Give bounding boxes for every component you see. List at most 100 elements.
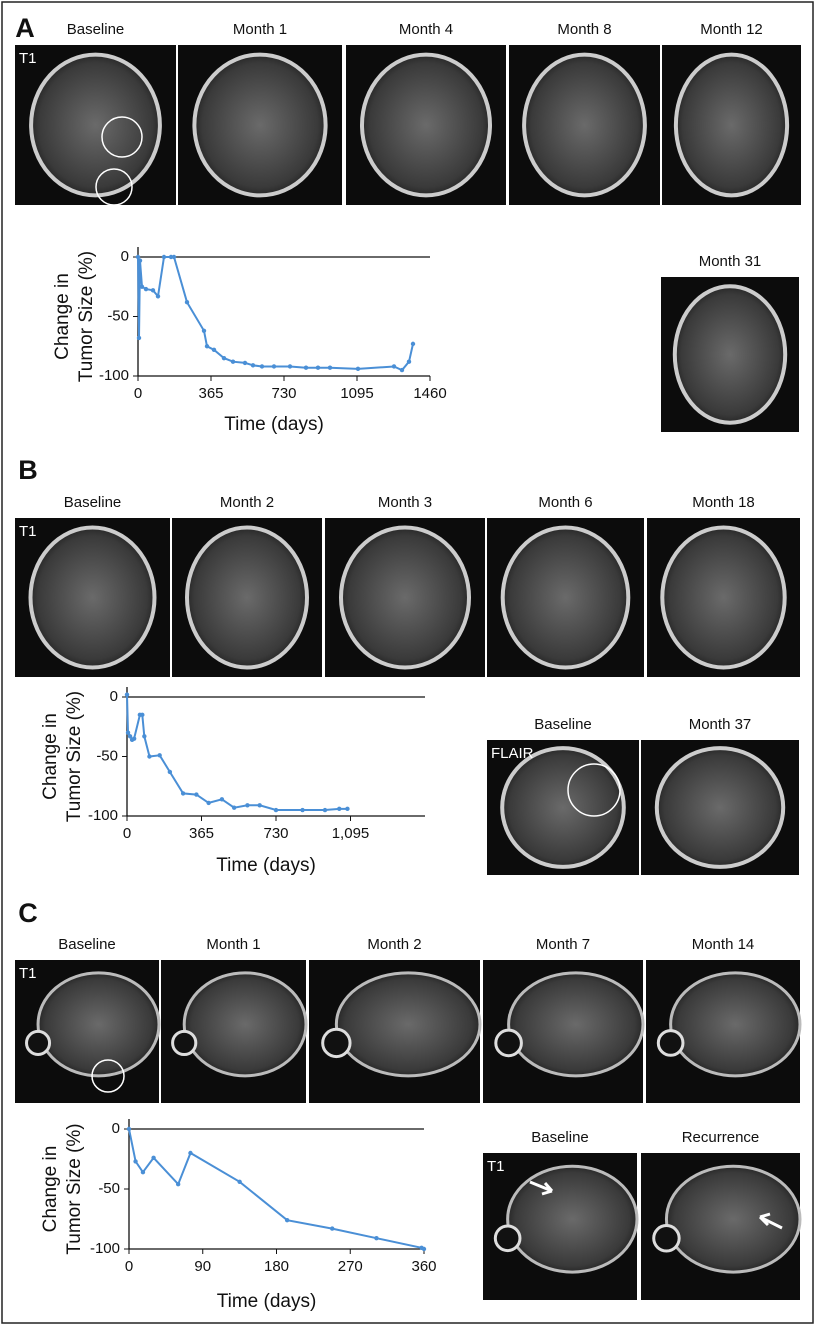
data-point <box>188 1150 193 1156</box>
data-point <box>135 254 141 260</box>
x-tick-label: 365 <box>198 385 223 402</box>
eye <box>656 1029 685 1057</box>
y-axis-label: Tumor Size (%) <box>64 1123 85 1254</box>
image-label: Baseline <box>64 494 122 511</box>
data-point <box>322 807 328 813</box>
data-point <box>126 1126 132 1132</box>
y-tick-label: -50 <box>98 1180 120 1197</box>
data-point <box>131 736 137 741</box>
image-label: Month 1 <box>206 936 260 953</box>
x-tick-label: 1095 <box>340 385 373 402</box>
sequence-tag: T1 <box>487 1158 505 1175</box>
x-tick-label: 90 <box>194 1258 211 1275</box>
data-point <box>399 367 405 373</box>
brain <box>664 1164 802 1274</box>
brain <box>672 284 788 425</box>
data-point <box>284 1218 290 1223</box>
data-point <box>337 806 342 812</box>
image-label: Month 1 <box>233 21 287 38</box>
data-point <box>150 288 156 293</box>
data-point <box>125 730 131 735</box>
panel-letter: A <box>15 13 35 43</box>
data-point <box>211 347 217 353</box>
image-label: Month 8 <box>557 21 611 38</box>
brain <box>500 525 631 670</box>
y-axis-label: Tumor Size (%) <box>64 691 85 822</box>
data-point <box>406 359 412 364</box>
image-label: Month 4 <box>399 21 453 38</box>
image-label: Month 12 <box>700 21 763 38</box>
data-point <box>315 365 321 370</box>
brain <box>660 525 787 670</box>
y-axis-label: Change in <box>40 713 61 800</box>
data-point <box>180 791 186 796</box>
data-point <box>201 328 207 333</box>
x-tick-label: 1460 <box>413 385 446 402</box>
brain <box>669 971 802 1078</box>
data-point <box>143 286 149 292</box>
data-point <box>330 1226 335 1231</box>
eye <box>171 1029 198 1057</box>
eye <box>25 1029 52 1056</box>
brain <box>334 971 482 1078</box>
data-point <box>271 364 277 369</box>
data-point <box>231 805 237 810</box>
sequence-tag: T1 <box>19 50 37 67</box>
image-label: Month 37 <box>689 716 752 733</box>
brain <box>360 52 492 198</box>
data-point <box>140 1170 146 1175</box>
brain <box>654 746 786 869</box>
data-point <box>237 1179 242 1185</box>
data-point <box>374 1236 379 1241</box>
brain <box>29 52 162 198</box>
brain <box>500 746 626 869</box>
data-point <box>175 1182 181 1187</box>
brain <box>192 52 328 198</box>
data-point <box>219 797 225 802</box>
data-point <box>206 800 211 806</box>
data-point <box>139 284 145 289</box>
data-point <box>147 754 152 759</box>
image-label: Baseline <box>531 1129 589 1146</box>
data-point <box>194 792 199 797</box>
x-tick-label: 1,095 <box>332 825 370 842</box>
y-tick-label: 0 <box>110 688 118 705</box>
y-tick-label: -100 <box>90 1240 120 1257</box>
x-axis-label: Time (days) <box>224 414 324 435</box>
image-label: Baseline <box>67 21 125 38</box>
arrow <box>529 1180 554 1196</box>
sequence-tag: T1 <box>19 965 37 982</box>
data-point <box>391 364 397 369</box>
data-point <box>287 364 293 369</box>
data-point <box>245 803 250 808</box>
image-label: Month 14 <box>692 936 755 953</box>
data-point <box>345 806 350 812</box>
data-point <box>161 254 167 260</box>
y-tick-label: -100 <box>99 367 129 384</box>
data-point <box>124 692 130 697</box>
lesion-circle <box>95 168 133 206</box>
eye <box>321 1027 352 1059</box>
data-point <box>273 807 279 813</box>
x-tick-label: 270 <box>338 1258 363 1275</box>
sequence-tag: T1 <box>19 523 37 540</box>
data-point <box>155 294 161 299</box>
brain <box>522 52 647 198</box>
data-point <box>204 344 210 349</box>
x-tick-label: 365 <box>189 825 214 842</box>
panel-letter: C <box>18 898 38 928</box>
data-point <box>136 335 142 341</box>
sequence-tag: FLAIR <box>491 745 534 762</box>
image-label: Month 2 <box>367 936 421 953</box>
data-point <box>151 1155 156 1161</box>
y-tick-label: -100 <box>88 807 118 824</box>
y-tick-label: -50 <box>107 307 129 324</box>
image-label: Month 31 <box>699 253 762 270</box>
data-point <box>303 365 309 370</box>
image-label: Month 6 <box>538 494 592 511</box>
x-tick-label: 0 <box>125 1258 133 1275</box>
eye <box>493 1224 522 1253</box>
panel-letter: B <box>18 455 38 485</box>
data-point <box>167 769 173 775</box>
